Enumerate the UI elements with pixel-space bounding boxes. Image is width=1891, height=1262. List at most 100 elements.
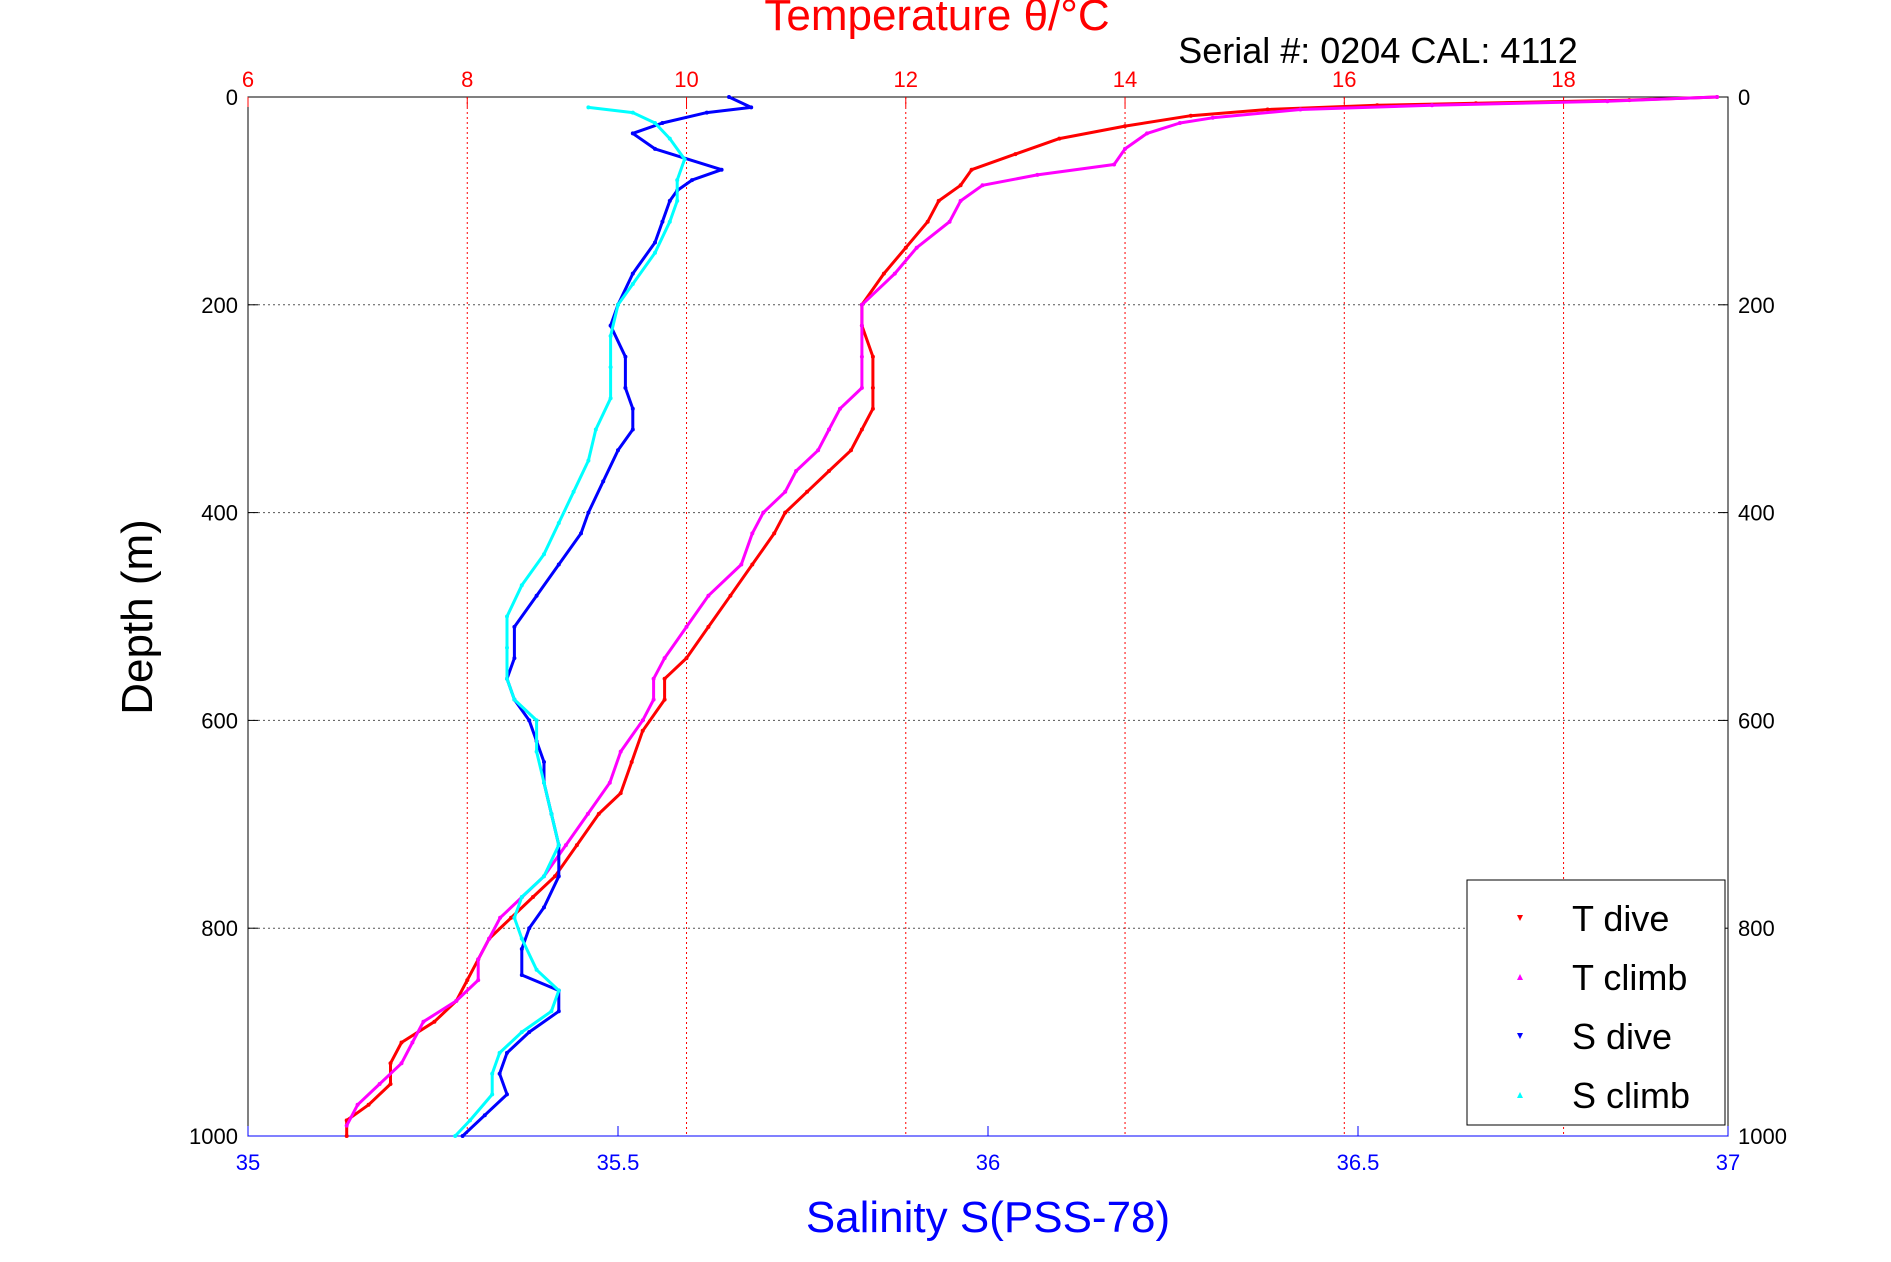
y-tick-label-right: 200	[1738, 293, 1775, 318]
data-point	[630, 131, 635, 136]
data-point	[505, 1050, 509, 1055]
data-point	[586, 510, 591, 515]
data-point	[660, 121, 665, 125]
data-point	[1123, 124, 1127, 129]
data-point	[549, 1009, 554, 1014]
data-point	[399, 1040, 404, 1045]
temperature-tick-label: 14	[1113, 67, 1137, 92]
data-point	[892, 271, 897, 276]
y-tick-label-left: 400	[201, 501, 238, 526]
data-point	[519, 583, 524, 588]
y-tick-label-left: 0	[226, 85, 238, 110]
data-point	[542, 874, 546, 879]
data-point	[542, 760, 546, 764]
data-point	[519, 895, 524, 899]
data-point	[630, 427, 635, 432]
legend-label: T climb	[1572, 957, 1687, 998]
data-point	[1265, 107, 1270, 112]
data-point	[1430, 103, 1434, 108]
data-point	[794, 469, 799, 473]
y-axis-label: Depth (m)	[113, 519, 162, 715]
data-point	[476, 957, 481, 962]
y-tick-label-right: 800	[1738, 916, 1775, 941]
data-point	[344, 1123, 349, 1128]
data-point	[704, 110, 709, 115]
data-point	[534, 749, 539, 754]
data-point	[388, 1082, 393, 1086]
data-point	[958, 198, 963, 203]
legend-label: S climb	[1572, 1075, 1690, 1116]
y-tick-label-left: 200	[201, 293, 238, 318]
data-point	[512, 656, 517, 661]
data-point	[388, 1061, 393, 1066]
data-point	[660, 219, 665, 224]
data-point	[640, 718, 645, 723]
data-point	[534, 593, 539, 598]
data-point	[859, 385, 864, 390]
data-point	[608, 365, 613, 370]
data-point	[476, 978, 481, 983]
data-point	[739, 562, 744, 567]
data-point	[498, 915, 503, 920]
data-point	[593, 427, 598, 432]
data-point	[596, 811, 601, 816]
data-point	[399, 1061, 404, 1066]
data-point	[527, 926, 532, 931]
data-point	[505, 1092, 509, 1097]
data-point	[509, 915, 514, 920]
data-point	[527, 718, 532, 723]
data-point	[608, 396, 613, 401]
data-point	[616, 302, 620, 307]
data-point	[585, 811, 590, 816]
x-axis-label: Salinity S(PSS-78)	[806, 1193, 1170, 1242]
data-point	[727, 95, 731, 99]
data-point	[556, 1009, 561, 1014]
data-point	[870, 354, 875, 359]
data-point	[662, 676, 667, 681]
data-point	[630, 271, 635, 276]
data-point	[519, 973, 524, 977]
data-point	[490, 1071, 495, 1076]
data-point	[519, 1030, 524, 1035]
data-point	[421, 1019, 426, 1024]
legend-box	[1466, 879, 1726, 1126]
data-point	[454, 998, 459, 1003]
data-point	[859, 302, 864, 307]
data-point	[542, 905, 546, 910]
data-point	[497, 1071, 502, 1076]
legend-marker	[1517, 1033, 1523, 1039]
data-point	[667, 136, 672, 141]
data-point	[586, 458, 591, 463]
data-point	[453, 1134, 458, 1138]
temperature-tick-label: 8	[461, 67, 473, 92]
data-point	[1210, 115, 1215, 120]
data-point	[651, 697, 656, 702]
data-point	[556, 521, 561, 525]
y-tick-label-right: 600	[1738, 708, 1775, 733]
data-point	[719, 167, 724, 172]
data-point	[377, 1082, 382, 1086]
data-point	[761, 510, 766, 515]
data-point	[512, 697, 517, 702]
data-point	[1035, 172, 1040, 177]
data-point	[629, 760, 634, 764]
data-point	[903, 245, 908, 250]
data-point	[556, 562, 561, 567]
data-point	[344, 1134, 349, 1138]
temperature-tick-label: 10	[674, 67, 698, 92]
data-point	[881, 271, 886, 276]
legend-marker	[1517, 1092, 1523, 1098]
salinity-tick-label: 35.5	[597, 1150, 640, 1175]
series-s-dive	[460, 95, 754, 1138]
data-point	[838, 406, 842, 411]
data-point	[556, 988, 561, 993]
data-point	[542, 780, 546, 785]
data-point	[534, 967, 539, 972]
data-point	[574, 843, 579, 848]
data-point	[487, 936, 492, 941]
data-point	[586, 105, 591, 110]
data-point	[662, 697, 667, 702]
data-point	[1605, 99, 1610, 104]
data-point	[925, 219, 930, 224]
axis-ticks: 0 0 200 200 400 400 600 600 800 800 1000 1000 6 8 10 12…	[189, 67, 1787, 1175]
